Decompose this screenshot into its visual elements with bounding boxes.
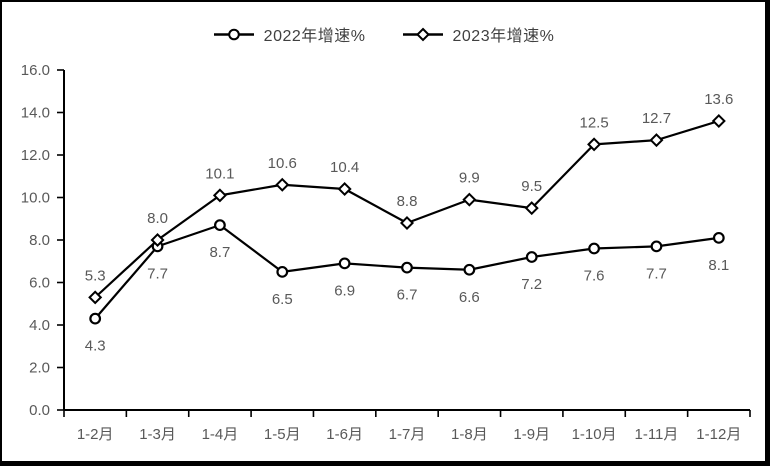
data-point-marker-circle xyxy=(214,219,226,232)
data-point-marker-diamond xyxy=(88,290,103,305)
data-point-label: 7.7 xyxy=(147,265,168,282)
x-axis-tick-label: 1-2月 xyxy=(77,426,114,443)
data-point-marker-circle xyxy=(89,312,102,325)
diamond-series-marker-icon xyxy=(402,27,443,41)
data-point-marker-diamond xyxy=(275,177,290,192)
data-point-label: 12.5 xyxy=(579,114,608,131)
data-point-label: 10.1 xyxy=(205,165,234,182)
legend-label-2022: 2022年增速% xyxy=(263,28,366,45)
data-point-marker-diamond xyxy=(462,192,477,207)
y-axis-tick-label: 4.0 xyxy=(29,317,50,334)
data-point-marker-diamond xyxy=(150,232,165,248)
x-axis-tick-label: 1-11月 xyxy=(634,426,678,443)
data-point-label: 6.5 xyxy=(272,291,293,308)
data-point-marker-diamond xyxy=(337,181,352,197)
y-axis-tick-label: 6.0 xyxy=(29,275,50,292)
y-axis-tick-label: 0.0 xyxy=(29,402,50,419)
data-point-marker-circle xyxy=(712,231,725,244)
x-axis-tick-label: 1-12月 xyxy=(696,426,741,443)
x-axis-tick-label: 1-5月 xyxy=(264,426,301,443)
legend-label-2023: 2023年增速% xyxy=(452,28,555,45)
data-point-label: 12.7 xyxy=(642,110,671,127)
data-point-label: 7.7 xyxy=(646,265,667,282)
x-axis-tick-label: 1-9月 xyxy=(513,426,550,443)
data-point-marker-circle xyxy=(276,265,289,278)
x-axis-tick-label: 1-8月 xyxy=(451,426,488,443)
data-point-label: 8.8 xyxy=(397,193,418,210)
y-axis-tick-label: 2.0 xyxy=(29,360,50,377)
data-point-marker-diamond xyxy=(524,201,539,216)
data-point-marker-diamond xyxy=(399,215,415,231)
x-axis-tick-label: 1-6月 xyxy=(326,426,363,443)
data-point-marker-diamond xyxy=(711,113,726,129)
data-point-label: 10.6 xyxy=(268,155,297,172)
data-point-label: 7.6 xyxy=(584,268,605,285)
data-point-label: 13.6 xyxy=(704,91,733,108)
data-point-label: 6.9 xyxy=(334,282,355,299)
data-point-label: 6.6 xyxy=(459,289,480,306)
data-point-marker-circle xyxy=(338,257,351,270)
x-axis-tick-label: 1-4月 xyxy=(202,426,239,443)
data-point-marker-diamond xyxy=(649,133,664,148)
legend-item-2022: 2022年增速% xyxy=(213,22,366,46)
data-point-label: 7.2 xyxy=(521,276,542,293)
data-point-marker-diamond xyxy=(587,137,602,152)
data-point-marker-circle xyxy=(525,251,538,263)
circle-series-marker-icon xyxy=(213,28,254,40)
data-point-label: 4.3 xyxy=(85,338,106,355)
data-point-marker-circle xyxy=(650,240,663,253)
data-point-label: 5.3 xyxy=(85,267,106,284)
y-axis-tick-label: 10.0 xyxy=(21,190,50,207)
x-axis-tick-label: 1-10月 xyxy=(572,426,617,443)
data-point-marker-circle xyxy=(588,242,600,255)
data-point-marker-circle xyxy=(401,261,413,274)
data-point-label: 10.4 xyxy=(330,159,359,176)
y-axis-tick-label: 16.0 xyxy=(21,62,50,79)
y-axis-tick-label: 8.0 xyxy=(29,232,50,249)
data-point-label: 9.9 xyxy=(459,170,480,187)
legend-item-2023: 2023年增速% xyxy=(402,22,555,46)
data-point-label: 8.0 xyxy=(147,210,168,227)
y-axis-tick-label: 14.0 xyxy=(21,105,50,122)
data-point-label: 6.7 xyxy=(397,287,418,304)
data-point-label: 8.7 xyxy=(209,244,230,261)
data-point-marker-diamond xyxy=(212,188,227,203)
x-axis-tick-label: 1-3月 xyxy=(139,426,176,443)
data-point-label: 8.1 xyxy=(708,257,729,274)
data-point-marker-circle xyxy=(463,263,476,276)
x-axis-tick-label: 1-7月 xyxy=(389,426,426,443)
y-axis-tick-label: 12.0 xyxy=(21,147,50,164)
data-point-label: 9.5 xyxy=(521,178,542,195)
chart-legend: 2022年增速% 2023年增速% xyxy=(2,22,765,46)
